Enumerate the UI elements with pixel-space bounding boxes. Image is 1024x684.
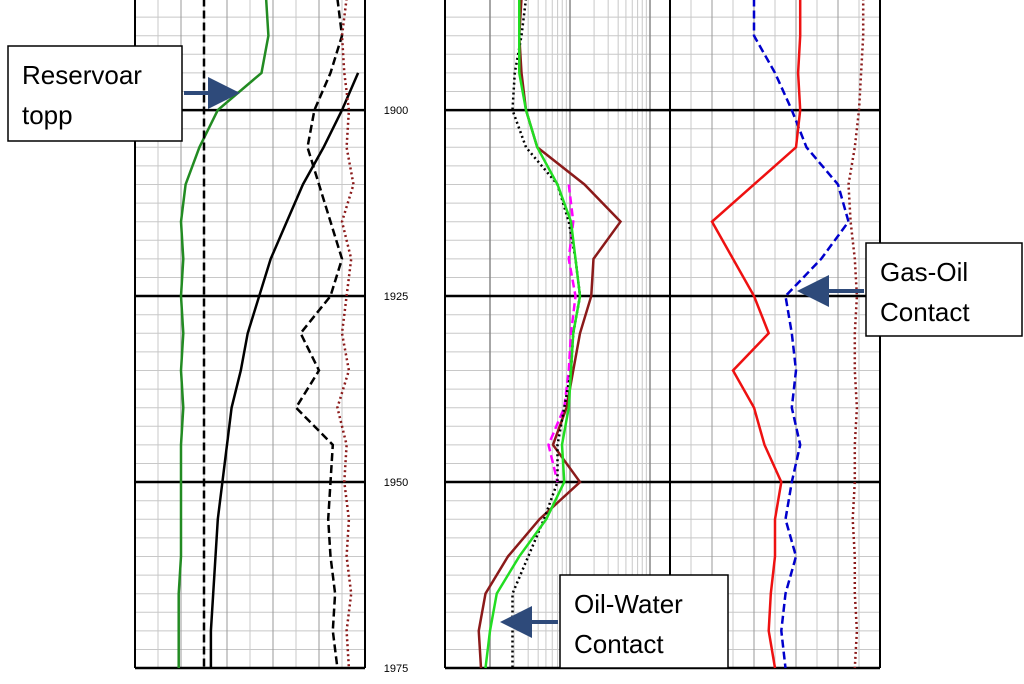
- log-curve: [484, 0, 582, 669]
- annotation-text: topp: [22, 100, 73, 130]
- annotation-text: Gas-Oil: [880, 257, 968, 287]
- annotation-text: Contact: [574, 629, 664, 659]
- log-curve: [209, 72, 360, 668]
- log-curve: [847, 0, 865, 669]
- log-curve: [177, 0, 270, 668]
- depth-label: 1950: [384, 477, 408, 489]
- log-curve: [710, 0, 802, 669]
- annotation-box: [559, 574, 729, 669]
- annotation-box: [865, 242, 1023, 337]
- log-curve: [752, 0, 850, 669]
- depth-labels: 1900 1925 1950 1975: [384, 105, 408, 675]
- depth-label: 1900: [384, 105, 408, 117]
- annotation-text: Contact: [880, 297, 970, 327]
- depth-label: 1925: [384, 291, 408, 303]
- annotation-text: Oil-Water: [574, 589, 683, 619]
- annotation-text: Reservoar: [22, 60, 142, 90]
- log-curve: [294, 0, 344, 669]
- log-curve: [477, 0, 623, 669]
- curves: [177, 0, 865, 669]
- log-curve: [336, 0, 355, 669]
- annotation-box: [7, 45, 183, 142]
- annotations: Reservoar topp Gas-Oil Contact Oil-Water Cont…: [7, 45, 1023, 669]
- depth-label: 1975: [384, 663, 408, 675]
